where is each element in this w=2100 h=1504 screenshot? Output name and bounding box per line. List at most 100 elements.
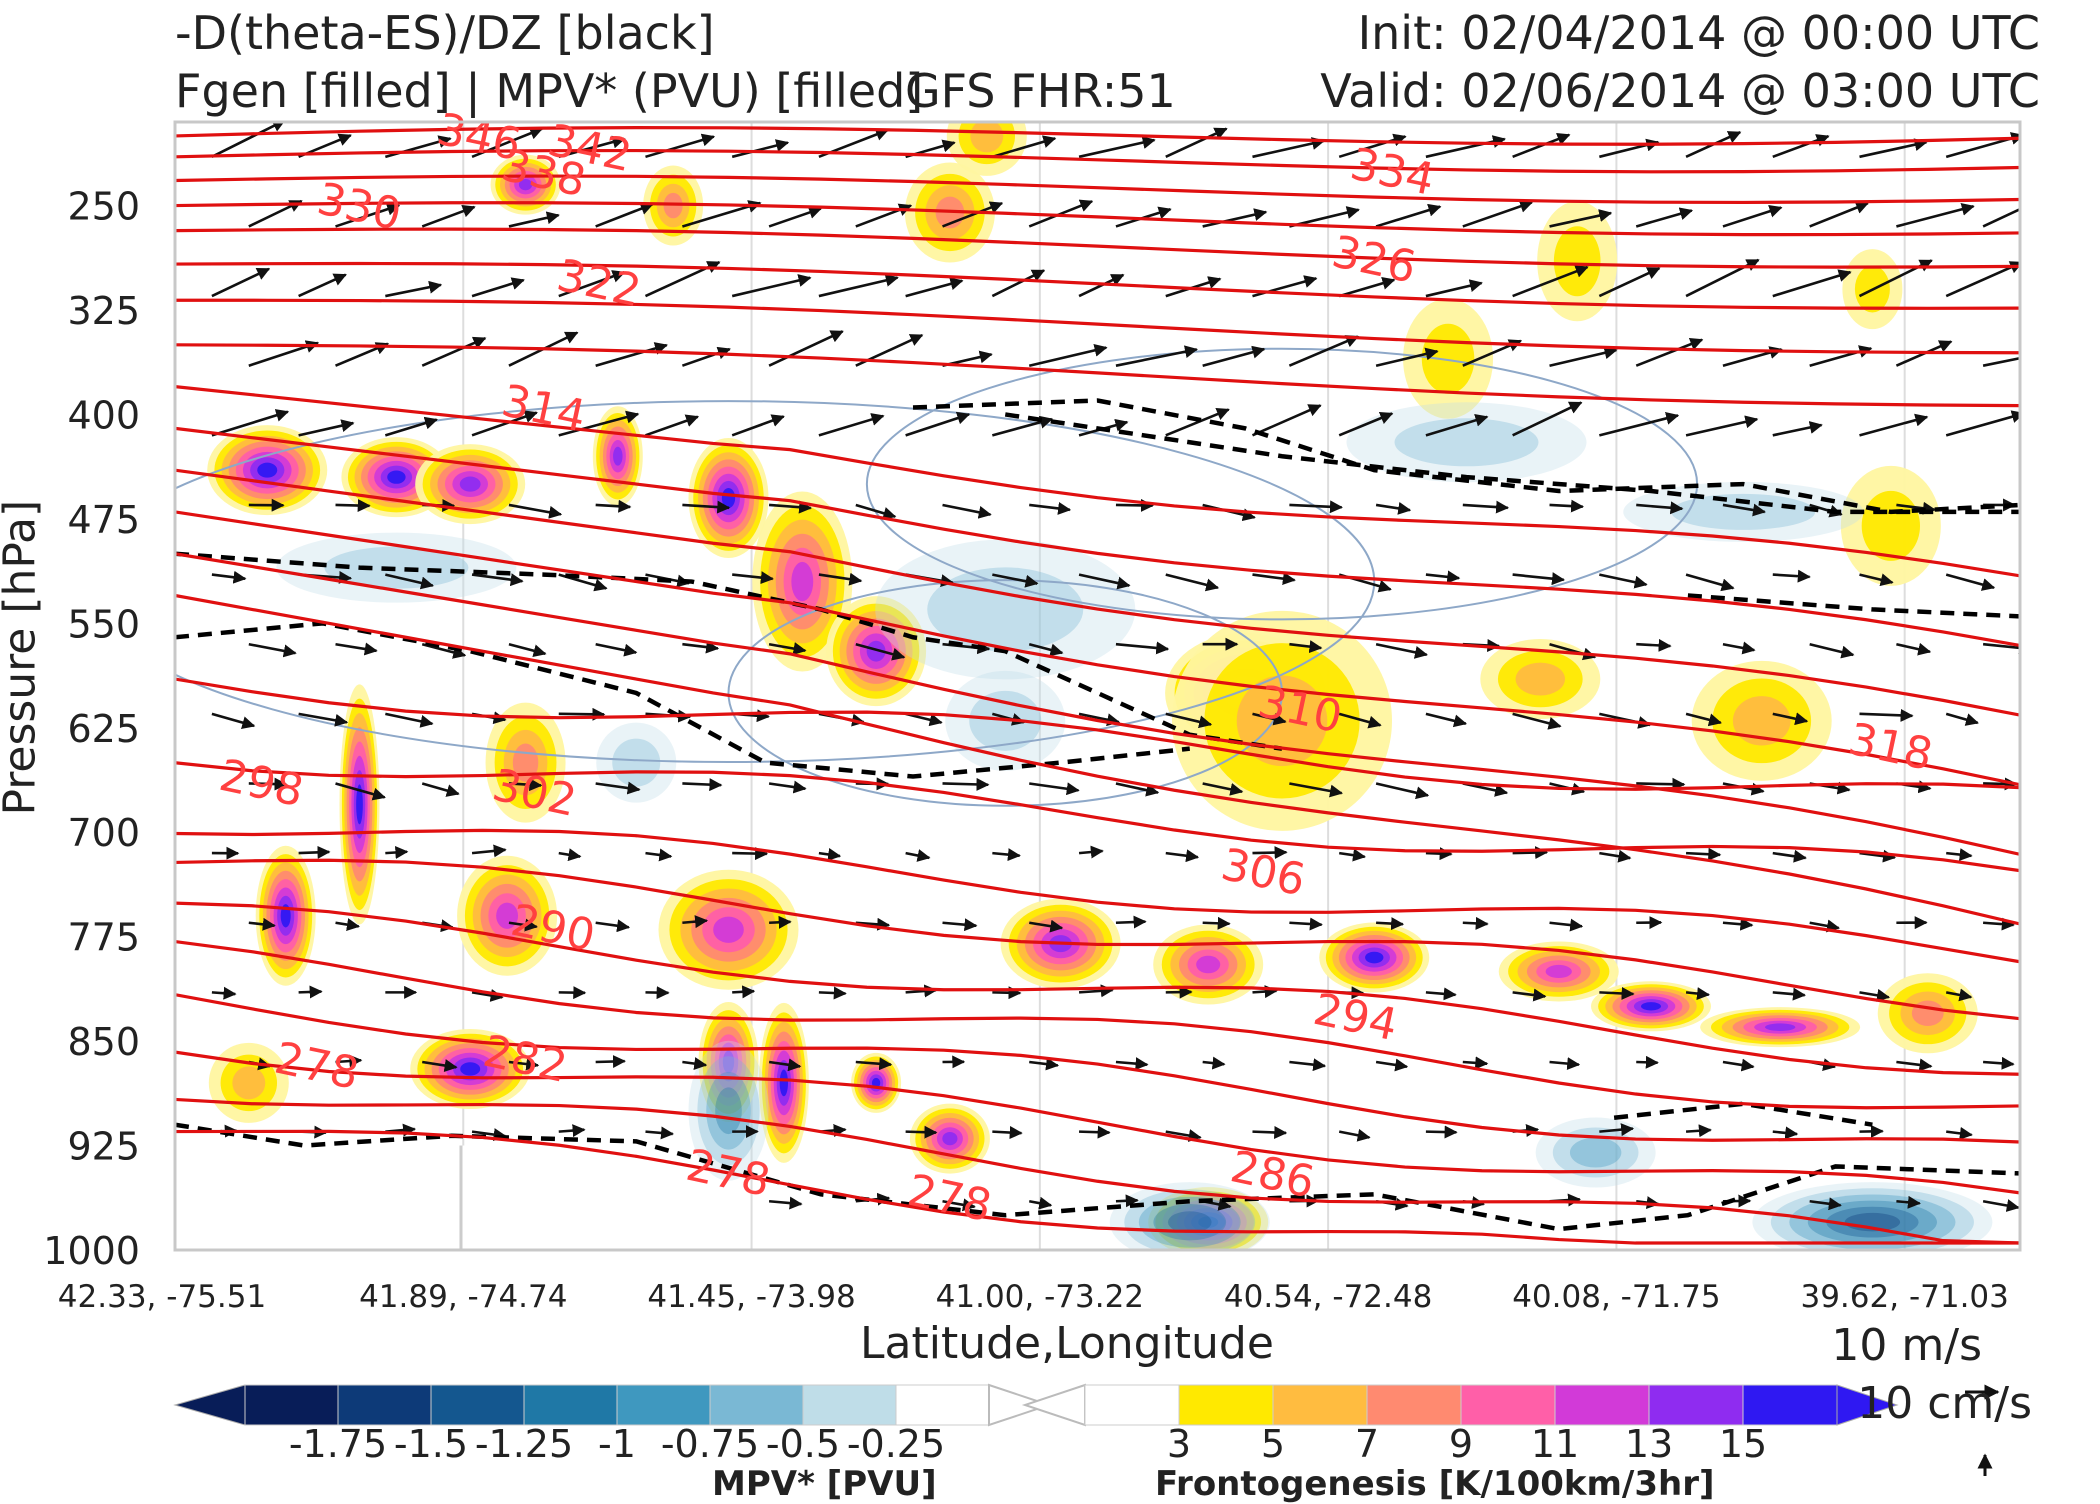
fgen-blob (257, 463, 277, 478)
fgen-colorbar-swatch (1179, 1385, 1273, 1425)
fgen-blob (460, 477, 481, 492)
fgen-blob (942, 1132, 957, 1145)
wind-vector (1599, 992, 1633, 994)
wind-vector (1686, 1130, 1711, 1132)
wind-vector (596, 1061, 625, 1062)
mpv-colorbar-tick: -0.5 (766, 1422, 840, 1466)
x-tick-label: 42.33, -75.51 (58, 1279, 266, 1315)
x-tick-labels: 42.33, -75.51 41.89, -74.74 41.45, -73.98 4… (58, 1279, 2009, 1315)
wind-vector (1513, 852, 1547, 853)
y-tick-label: 250 (67, 185, 140, 229)
wind-vector (212, 992, 235, 994)
wind-vector (1463, 923, 1488, 924)
wind-vector (299, 852, 330, 853)
fgen-blob (1765, 1023, 1795, 1031)
wind-vector (559, 714, 604, 715)
wind-vector (1166, 1271, 1195, 1272)
x-tick-label: 41.45, -73.98 (647, 1279, 855, 1315)
fgen-blob (1516, 663, 1565, 696)
wind-vector (992, 1271, 1019, 1274)
wind-vector (1116, 505, 1153, 506)
fgen-blob (1641, 1002, 1661, 1010)
x-tick-label: 39.62, -71.03 (1800, 1279, 2008, 1315)
fgen-colorbar-swatch (1273, 1385, 1367, 1425)
fgen-colorbar-tick: 11 (1531, 1422, 1579, 1466)
ref-vector-vertical: 10 cm/s (1857, 1378, 2032, 1429)
fgen-colorbar-tick: 5 (1261, 1422, 1285, 1466)
wind-vector (1599, 1269, 1627, 1271)
wind-vector (1773, 1271, 1806, 1273)
y-axis-label: Pressure [hPa] (0, 516, 46, 816)
wind-vector (1686, 1271, 1707, 1272)
wind-vector (769, 922, 790, 923)
mpv-blob (1570, 1138, 1621, 1168)
wind-vector (682, 783, 721, 785)
wind-vector (1426, 1271, 1452, 1275)
fgen-colorbar-swatch (1461, 1385, 1555, 1425)
mpv-colorbar-swatch (245, 1385, 338, 1425)
wind-vector (943, 783, 989, 784)
wind-vector (1636, 1062, 1657, 1063)
mpv-blob (1395, 418, 1539, 466)
ref-vector-horizontal: 10 m/s (1831, 1320, 1982, 1371)
x-tick-label: 41.89, -74.74 (359, 1279, 567, 1315)
wind-vector (819, 1269, 853, 1271)
fgen-blob (1365, 952, 1383, 964)
fgen-colorbar-swatch (1743, 1385, 1837, 1425)
mpv-colorbar-tick: -1 (598, 1422, 636, 1466)
y-tick-label: 400 (67, 393, 140, 437)
fgen-colorbar-tick: 7 (1355, 1422, 1379, 1466)
fgen-colorbar-swatch (1649, 1385, 1743, 1425)
y-tick-label: 775 (67, 916, 140, 960)
mpv-colorbar-swatch (710, 1385, 803, 1425)
wind-vector (1426, 1132, 1456, 1133)
fgen-blob (1196, 956, 1220, 974)
wind-vector (732, 1271, 764, 1274)
fgen-blob (613, 447, 622, 466)
fgen-blob (722, 488, 735, 508)
mpv-colorbar-tick: -1.75 (289, 1422, 387, 1466)
mpv-colorbar-tick: -1.25 (475, 1422, 573, 1466)
wind-vector (385, 852, 407, 853)
fgen-colorbar-tick: 15 (1719, 1422, 1767, 1466)
fgen-colorbar-tick: 9 (1449, 1422, 1473, 1466)
wind-vector (1339, 1270, 1363, 1271)
fgen-colorbar-tick: 3 (1167, 1422, 1191, 1466)
wind-vector (1636, 783, 1684, 784)
fgen-blob (1422, 324, 1475, 394)
wind-vector (1252, 991, 1276, 993)
y-tick-label: 550 (67, 602, 140, 646)
fgen-blob (970, 119, 1003, 152)
wind-vector (906, 1132, 937, 1133)
mpv-colorbar-swatch (524, 1385, 617, 1425)
mpv-colorbar-swatch (617, 1385, 710, 1425)
wind-vector (1203, 923, 1230, 924)
wind-vector (732, 991, 754, 992)
mpv-colorbar-tick: -1.5 (394, 1422, 468, 1466)
wind-vector (819, 992, 846, 993)
y-tick-label: 325 (67, 289, 140, 333)
wind-vector (1079, 1271, 1115, 1272)
mpv-colorbar-label: MPV* [PVU] (712, 1464, 937, 1504)
mpv-blob (612, 739, 660, 787)
wind-vector (992, 992, 1020, 993)
x-tick-label: 40.54, -72.48 (1224, 1279, 1432, 1315)
wind-vector (299, 992, 322, 993)
mpv-colorbar-tick: -0.75 (661, 1422, 759, 1466)
fgen-blob (460, 1062, 480, 1075)
wind-vector (336, 505, 370, 506)
wind-vector (992, 1132, 1021, 1133)
wind-vector (1513, 1271, 1542, 1277)
x-axis-label: Latitude,Longitude (860, 1318, 1274, 1369)
fgen-blob (1862, 491, 1920, 561)
wind-vector (1859, 1271, 1883, 1272)
mpv-colorbar-swatch (338, 1385, 431, 1425)
mpv-colorbar-tick: -0.25 (847, 1422, 945, 1466)
fgen-blob (1912, 1001, 1944, 1026)
wind-vector (1116, 922, 1145, 923)
y-tick-label: 925 (67, 1125, 140, 1169)
fgen-colorbar-arrow-left (1025, 1385, 1085, 1425)
